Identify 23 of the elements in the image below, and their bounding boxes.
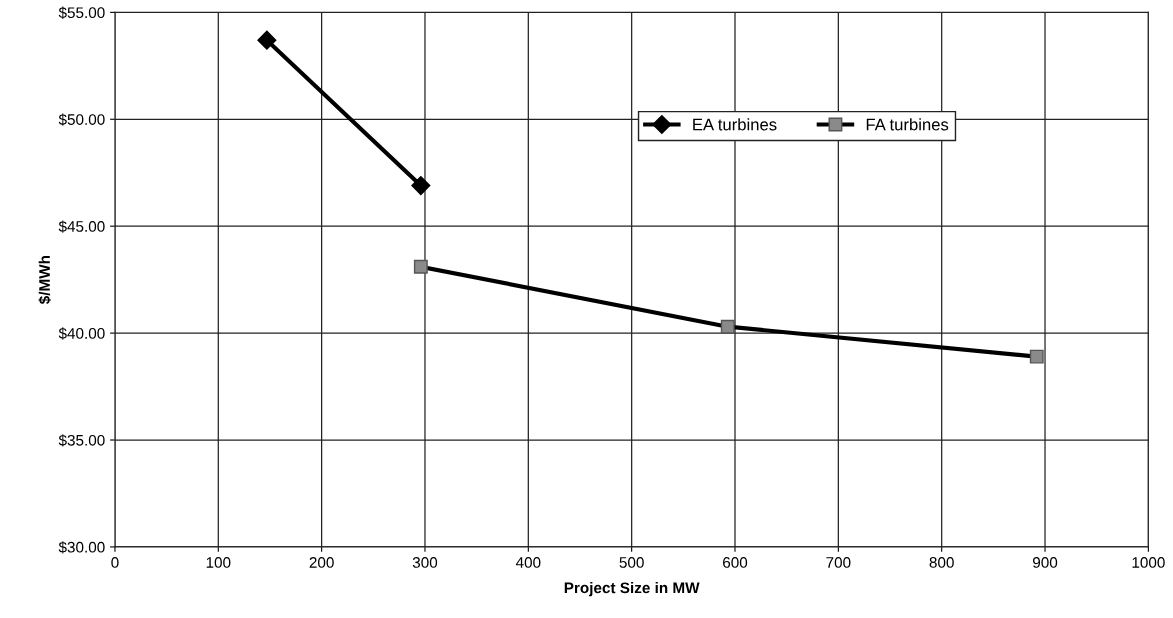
y-tick-label: $30.00 (58, 541, 105, 554)
y-tick-label: $35.00 (58, 434, 105, 447)
legend-label: FA turbines (866, 118, 949, 131)
x-tick-label: 100 (206, 557, 231, 568)
x-tick-label: 0 (111, 557, 119, 568)
legend-label: EA turbines (693, 118, 777, 131)
point (257, 30, 277, 50)
x-tick-label: 800 (929, 557, 954, 568)
x-tick-label: 1000 (1132, 557, 1165, 568)
x-tick-label: 700 (826, 557, 851, 568)
x-tick-label: 200 (309, 557, 334, 568)
x-tick-label: 300 (412, 557, 438, 568)
x-tick-label: 600 (723, 557, 748, 568)
x-axis-title: Project Size in MW (564, 582, 700, 597)
x-tick-label: 400 (515, 557, 541, 568)
x-tick-label: 500 (619, 557, 644, 568)
x-tick-label: 900 (1033, 557, 1058, 568)
point (411, 176, 431, 196)
y-tick-label: $50.00 (58, 113, 105, 126)
y-tick-label: $40.00 (58, 327, 105, 340)
y-tick-label: $55.00 (58, 6, 105, 19)
y-axis-title: $/MWh (38, 255, 51, 305)
y-tick-label: $45.00 (58, 220, 105, 233)
